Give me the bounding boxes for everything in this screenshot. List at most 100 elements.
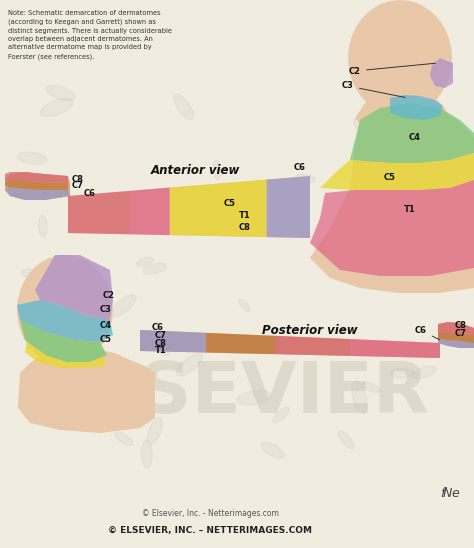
Text: Posterior view: Posterior view bbox=[262, 323, 358, 336]
Polygon shape bbox=[5, 181, 68, 190]
Ellipse shape bbox=[21, 269, 45, 279]
Polygon shape bbox=[140, 330, 440, 358]
Ellipse shape bbox=[378, 221, 390, 241]
Polygon shape bbox=[17, 255, 113, 365]
Text: C3: C3 bbox=[342, 82, 405, 98]
Text: © ELSEVIER, INC. – NETTERIMAGES.COM: © ELSEVIER, INC. – NETTERIMAGES.COM bbox=[108, 526, 312, 534]
Ellipse shape bbox=[407, 116, 423, 140]
Text: Note: Schematic demarcation of dermatomes
(according to Keegan and Garrett) show: Note: Schematic demarcation of dermatome… bbox=[8, 10, 172, 60]
Ellipse shape bbox=[132, 206, 140, 227]
Polygon shape bbox=[140, 330, 206, 352]
Ellipse shape bbox=[111, 295, 136, 317]
Polygon shape bbox=[68, 191, 131, 235]
Polygon shape bbox=[430, 58, 453, 88]
Text: C8: C8 bbox=[455, 321, 467, 330]
Polygon shape bbox=[131, 187, 170, 235]
Polygon shape bbox=[348, 0, 452, 116]
Text: C8: C8 bbox=[239, 224, 251, 232]
Ellipse shape bbox=[176, 354, 202, 376]
Ellipse shape bbox=[273, 191, 280, 207]
Ellipse shape bbox=[141, 441, 152, 467]
Ellipse shape bbox=[143, 263, 166, 274]
Text: C8: C8 bbox=[155, 339, 167, 348]
Polygon shape bbox=[18, 346, 155, 433]
Polygon shape bbox=[438, 322, 474, 348]
Polygon shape bbox=[438, 322, 474, 335]
Polygon shape bbox=[5, 172, 70, 200]
Polygon shape bbox=[350, 103, 474, 163]
Text: T1: T1 bbox=[239, 210, 251, 220]
Polygon shape bbox=[17, 300, 113, 342]
Ellipse shape bbox=[296, 174, 315, 182]
Text: C6: C6 bbox=[84, 189, 96, 197]
Text: C6: C6 bbox=[415, 326, 439, 340]
Ellipse shape bbox=[363, 382, 380, 392]
Ellipse shape bbox=[273, 407, 289, 423]
Ellipse shape bbox=[75, 273, 85, 287]
Polygon shape bbox=[35, 346, 118, 388]
Polygon shape bbox=[20, 320, 107, 362]
Text: Anterior view: Anterior view bbox=[150, 163, 240, 176]
Text: C2: C2 bbox=[103, 290, 115, 300]
Polygon shape bbox=[170, 180, 266, 237]
Text: C7: C7 bbox=[155, 331, 167, 340]
Ellipse shape bbox=[336, 239, 348, 270]
Ellipse shape bbox=[173, 94, 193, 119]
Polygon shape bbox=[355, 90, 450, 143]
Ellipse shape bbox=[115, 432, 133, 446]
Polygon shape bbox=[275, 336, 350, 356]
Ellipse shape bbox=[239, 299, 250, 312]
Polygon shape bbox=[266, 176, 310, 238]
Ellipse shape bbox=[338, 431, 354, 449]
Text: C4: C4 bbox=[409, 134, 421, 142]
Text: C2: C2 bbox=[349, 63, 435, 76]
Polygon shape bbox=[206, 333, 275, 354]
Polygon shape bbox=[68, 176, 310, 238]
Polygon shape bbox=[438, 333, 474, 343]
Text: ELSEVIER: ELSEVIER bbox=[45, 358, 429, 427]
Ellipse shape bbox=[385, 284, 402, 293]
Polygon shape bbox=[35, 255, 113, 320]
Ellipse shape bbox=[261, 442, 285, 459]
Polygon shape bbox=[310, 180, 474, 276]
Text: T1: T1 bbox=[404, 206, 416, 214]
Ellipse shape bbox=[413, 366, 437, 379]
Polygon shape bbox=[438, 339, 474, 348]
Ellipse shape bbox=[64, 330, 95, 350]
Ellipse shape bbox=[35, 356, 68, 369]
Ellipse shape bbox=[391, 369, 414, 378]
Ellipse shape bbox=[401, 151, 422, 172]
Text: C5: C5 bbox=[384, 174, 396, 182]
Text: C7: C7 bbox=[72, 181, 84, 191]
Text: C5: C5 bbox=[100, 335, 112, 345]
Text: © Elsevier, Inc. - Netterimages.com: © Elsevier, Inc. - Netterimages.com bbox=[142, 509, 278, 517]
Ellipse shape bbox=[352, 381, 367, 413]
Polygon shape bbox=[5, 172, 68, 183]
Text: C6: C6 bbox=[294, 163, 306, 173]
Polygon shape bbox=[310, 103, 474, 293]
Polygon shape bbox=[350, 339, 440, 358]
Ellipse shape bbox=[40, 99, 73, 116]
Text: C7: C7 bbox=[455, 329, 467, 338]
Text: C8: C8 bbox=[72, 174, 84, 184]
Ellipse shape bbox=[147, 418, 163, 444]
Ellipse shape bbox=[38, 215, 47, 237]
Ellipse shape bbox=[18, 152, 47, 164]
Ellipse shape bbox=[213, 160, 221, 179]
Text: C3: C3 bbox=[100, 305, 112, 315]
Polygon shape bbox=[25, 342, 105, 368]
Polygon shape bbox=[390, 95, 443, 120]
Ellipse shape bbox=[237, 390, 271, 405]
Ellipse shape bbox=[72, 275, 107, 289]
Ellipse shape bbox=[88, 403, 100, 415]
Text: C4: C4 bbox=[100, 322, 112, 330]
Ellipse shape bbox=[59, 389, 73, 398]
Ellipse shape bbox=[137, 258, 154, 266]
Polygon shape bbox=[5, 187, 70, 200]
Text: $\mathit{f\!Ne}$: $\mathit{f\!Ne}$ bbox=[439, 486, 460, 500]
Polygon shape bbox=[320, 153, 474, 190]
Text: T1: T1 bbox=[155, 346, 167, 355]
Text: C6: C6 bbox=[152, 323, 164, 332]
Ellipse shape bbox=[354, 119, 369, 136]
Ellipse shape bbox=[146, 334, 169, 355]
